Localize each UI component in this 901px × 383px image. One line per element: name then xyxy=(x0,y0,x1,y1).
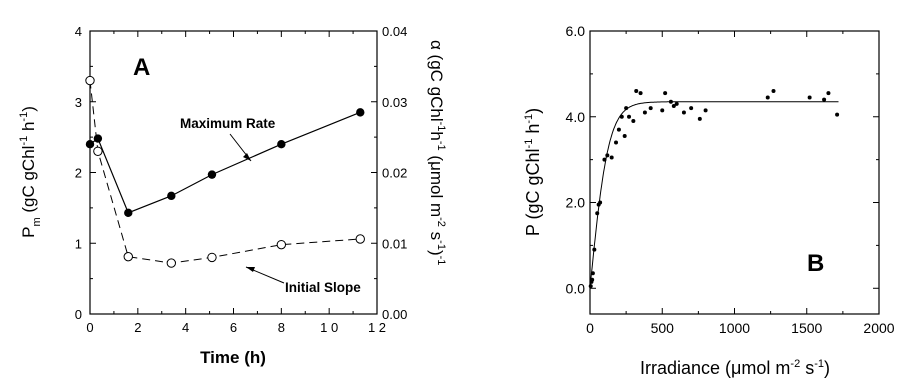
series-initial-slope-point xyxy=(123,251,133,262)
series-initial-slope-point xyxy=(93,146,103,156)
y2-tick-label: 0.00 xyxy=(382,307,407,322)
data-point xyxy=(642,110,647,115)
y-tick-label: 6.0 xyxy=(566,23,586,39)
panel-a-ylabel: Pm (gC gChl-1 h-1) xyxy=(18,106,43,238)
data-point xyxy=(660,108,665,113)
data-point xyxy=(619,114,624,119)
data-point xyxy=(671,104,676,109)
data-point xyxy=(627,114,632,119)
series-initial-slope-point xyxy=(276,239,287,250)
y2-tick-label: 0.04 xyxy=(382,24,407,39)
y2-tick-label: 0.02 xyxy=(382,166,407,181)
annotation-initial-slope-arrowhead xyxy=(246,267,255,272)
panel-b-label: B xyxy=(807,250,824,277)
data-point xyxy=(771,89,776,94)
panel-a-series xyxy=(85,75,365,268)
data-point xyxy=(624,106,629,111)
data-point xyxy=(703,108,708,113)
data-point xyxy=(648,106,653,111)
annotation-maximum-rate: Maximum Rate xyxy=(180,116,276,131)
data-point xyxy=(826,91,831,96)
series-initial-slope-point xyxy=(207,252,217,263)
data-point xyxy=(638,91,643,96)
panel-b-ylabel: P (gC gChl-1 h-1) xyxy=(523,108,543,236)
x-tick-label: 2 xyxy=(134,320,141,335)
data-point xyxy=(598,200,603,205)
x-tick-label: 0 xyxy=(86,320,93,335)
data-point xyxy=(590,277,595,282)
x-tick-label: 6 xyxy=(230,320,237,335)
annotation-initial-slope: Initial Slope xyxy=(285,280,361,295)
panel-b-series xyxy=(588,89,840,289)
series-maximum-rate-point xyxy=(93,134,103,143)
panel-a-label: A xyxy=(133,54,150,81)
data-point xyxy=(605,153,610,158)
panel-a-xlabel: Time (h) xyxy=(200,348,266,367)
y-tick-label: 3 xyxy=(75,95,82,110)
panel-a-y2label: α (gC gChl-1h-1 (μmol m-2 s-1)-1 xyxy=(427,40,447,265)
data-point xyxy=(609,155,614,160)
data-point xyxy=(697,116,702,121)
data-point xyxy=(835,112,840,117)
data-point xyxy=(663,91,668,96)
x-tick-label: 1000 xyxy=(719,320,750,336)
panel-b-frame xyxy=(589,30,880,315)
x-tick-label: 1 0 xyxy=(320,320,338,335)
y-tick-label: 2.0 xyxy=(566,195,586,211)
y-tick-label: 4 xyxy=(75,24,82,39)
y-tick-label: 0.0 xyxy=(566,280,586,296)
series-maximum-rate-point xyxy=(124,208,133,218)
data-point xyxy=(595,211,600,216)
x-tick-label: 0 xyxy=(586,320,594,336)
data-point xyxy=(588,284,593,289)
x-tick-label: 4 xyxy=(182,320,189,335)
x-tick-label: 2000 xyxy=(863,320,894,336)
y-tick-label: 0 xyxy=(75,307,82,322)
series-maximum-rate-point xyxy=(85,140,95,149)
panel-b-ticks: 0 500 1000 1500 2000 0.0 2.0 4.0 6.0 xyxy=(566,23,895,336)
data-point xyxy=(602,157,607,162)
data-point xyxy=(822,97,827,102)
y2-tick-label: 0.03 xyxy=(382,95,407,110)
data-point xyxy=(681,110,686,115)
series-initial-slope-line xyxy=(89,80,361,264)
data-point xyxy=(614,140,619,145)
data-point xyxy=(592,247,597,252)
data-point xyxy=(807,95,812,100)
y-tick-label: 2 xyxy=(75,166,82,181)
fit-curve xyxy=(589,101,839,289)
data-point xyxy=(622,134,627,139)
x-tick-label: 500 xyxy=(651,320,675,336)
x-tick-label: 8 xyxy=(278,320,285,335)
y-tick-label: 4.0 xyxy=(566,109,586,125)
data-point xyxy=(634,89,639,94)
series-maximum-rate-point xyxy=(207,170,217,179)
y-tick-label: 1 xyxy=(75,236,82,251)
data-point xyxy=(674,101,679,106)
series-initial-slope-point xyxy=(166,258,177,268)
panel-b-xlabel: Irradiance (μmol m-2 s-1) xyxy=(640,358,830,378)
x-tick-label: 1500 xyxy=(791,320,822,336)
series-initial-slope-point xyxy=(355,234,365,244)
series-initial-slope-point xyxy=(85,75,95,86)
data-point xyxy=(765,95,770,100)
panel-b: 0 500 1000 1500 2000 0.0 2.0 4.0 6.0 B P (gC gCh… xyxy=(523,23,895,378)
data-point xyxy=(668,99,673,104)
data-point xyxy=(689,106,694,111)
y2-tick-label: 0.01 xyxy=(382,236,407,251)
series-maximum-rate-point xyxy=(356,108,365,117)
x-tick-label: 1 2 xyxy=(368,320,386,335)
data-point xyxy=(590,271,595,276)
series-maximum-rate-point xyxy=(277,140,286,149)
series-maximum-rate-point xyxy=(167,191,176,201)
data-point xyxy=(616,127,621,132)
data-point xyxy=(631,119,636,124)
annotation-maximum-rate-arrowhead xyxy=(243,153,251,161)
